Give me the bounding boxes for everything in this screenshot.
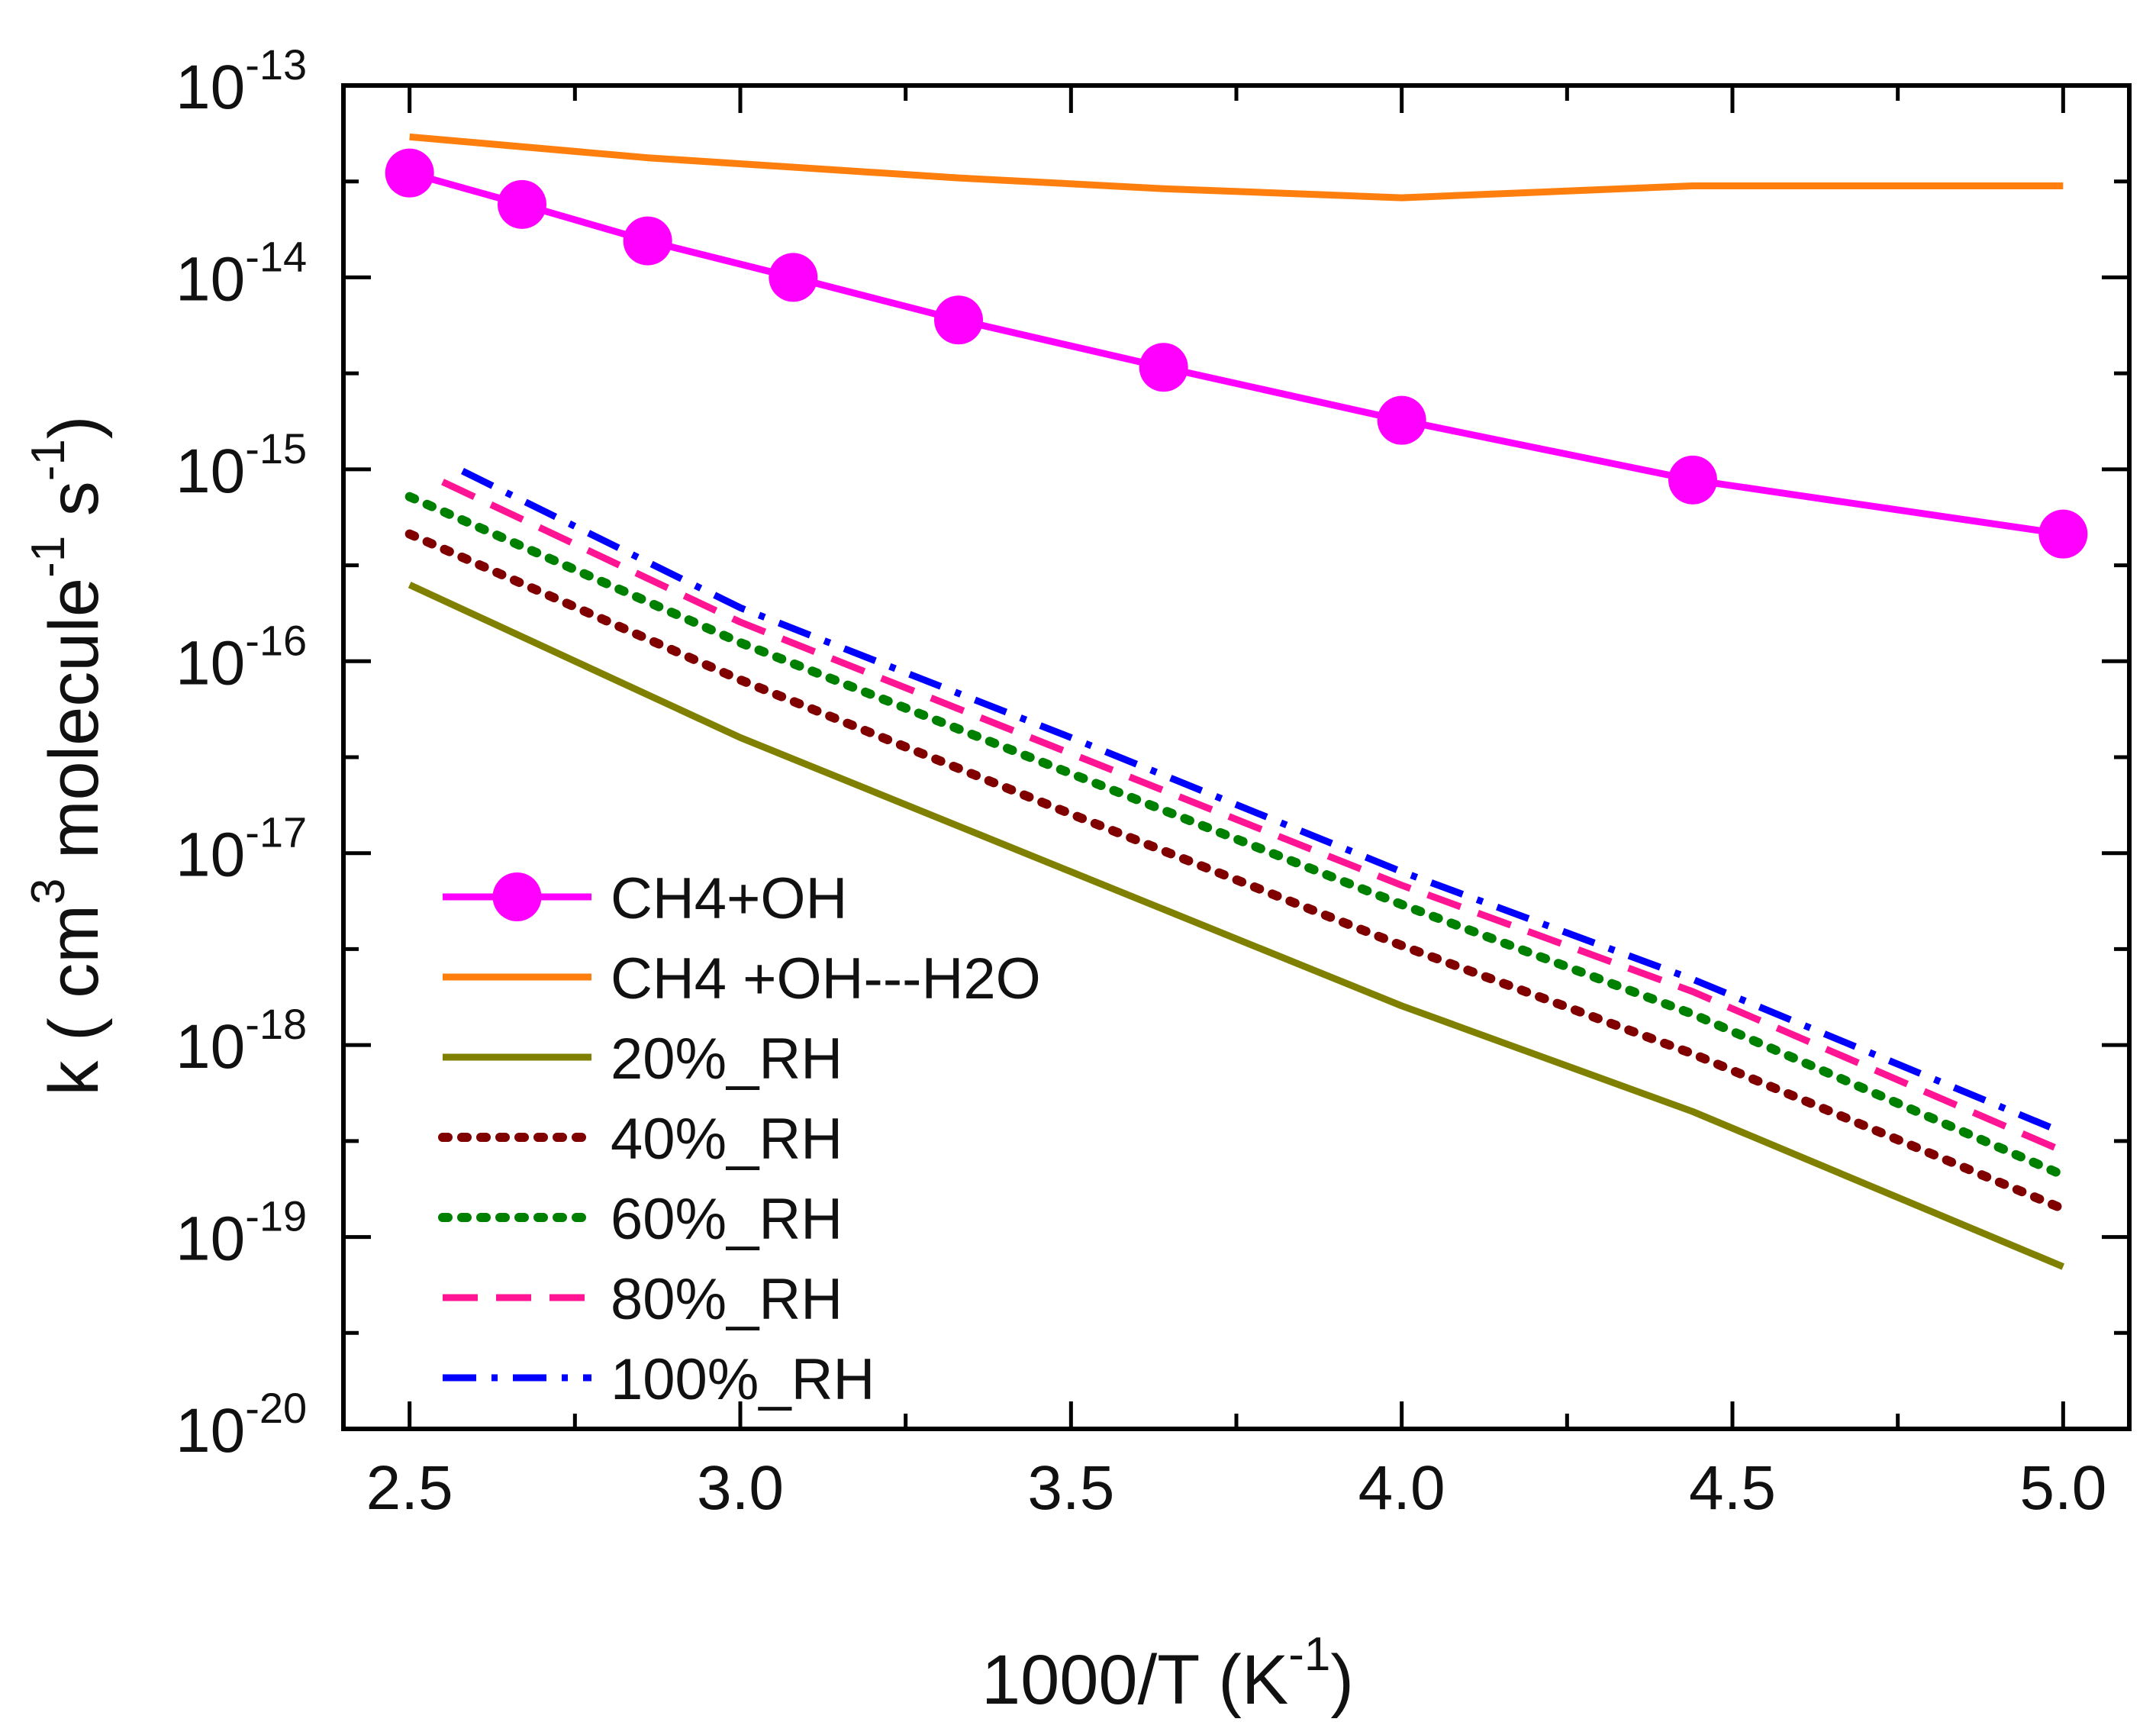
y-tick-base: 10 — [176, 1204, 245, 1274]
y-tick-base: 10 — [176, 53, 245, 122]
y-tick-label: 10-13 — [176, 40, 307, 122]
y-tick-exponent: -18 — [245, 1000, 307, 1048]
data-point — [498, 179, 546, 229]
series-3 — [408, 582, 2065, 1270]
x-tick-label: 5.0 — [2019, 1453, 2106, 1523]
y-tick-base: 10 — [176, 628, 245, 698]
y-axis-label-sup2: -1 — [22, 536, 75, 578]
legend-item: 100%_RH — [443, 1347, 875, 1412]
y-tick-exponent: -17 — [245, 808, 307, 856]
tick-marks — [343, 83, 2129, 1431]
y-tick-base: 10 — [176, 437, 245, 506]
x-tick-label: 4.5 — [1689, 1453, 1776, 1523]
series-2 — [409, 133, 2064, 202]
y-tick-label: 10-16 — [176, 616, 307, 698]
legend: CH4+OH CH4 +OH---H2O 20%_RH 40%_RH 60%_RH 80%… — [438, 866, 1041, 1412]
series-7 — [461, 468, 2065, 1136]
data-point — [769, 253, 818, 302]
legend-label: 40%_RH — [611, 1107, 843, 1172]
y-tick-exponent: -13 — [245, 40, 307, 89]
data-point — [385, 148, 434, 198]
series-line — [409, 133, 2064, 202]
x-axis-label-end: ) — [1330, 1641, 1354, 1719]
x-tick-label: 3.0 — [697, 1453, 784, 1523]
data-point — [2038, 509, 2088, 559]
legend-item: CH4 +OH---H2O — [443, 946, 1041, 1011]
y-tick-base: 10 — [176, 1396, 245, 1466]
series-5 — [404, 492, 2068, 1180]
legend-label: CH4+OH — [611, 866, 847, 931]
legend-item: 60%_RH — [438, 1187, 843, 1252]
y-tick-exponent: -15 — [245, 424, 307, 472]
legend-item: 40%_RH — [438, 1107, 843, 1172]
series-layer — [385, 133, 2088, 1270]
legend-label: CH4 +OH---H2O — [611, 946, 1041, 1011]
series-line — [404, 492, 2068, 1180]
tick-labels: 2.5 3.0 3.5 4.0 4.5 5.010-1310-1410-1510-1610… — [176, 40, 2106, 1523]
data-point — [934, 295, 983, 345]
legend-label: 60%_RH — [611, 1187, 843, 1252]
x-tick-label: 3.5 — [1027, 1453, 1114, 1523]
series-line — [404, 529, 2068, 1214]
series-line — [441, 479, 2065, 1155]
series-line — [408, 582, 2065, 1270]
data-point — [1668, 455, 1717, 505]
series-line — [461, 468, 2065, 1136]
y-tick-label: 10-17 — [176, 808, 307, 890]
y-tick-exponent: -14 — [245, 232, 307, 280]
y-axis-label: k ( cm3 molecule-1 s-1) — [22, 415, 113, 1095]
y-axis-label-part1: k ( cm — [35, 905, 113, 1095]
y-tick-base: 10 — [176, 821, 245, 890]
y-tick-base: 10 — [176, 244, 245, 314]
legend-label: 20%_RH — [611, 1027, 843, 1092]
y-tick-exponent: -20 — [245, 1384, 307, 1432]
series-1 — [385, 148, 2088, 559]
legend-label: 80%_RH — [611, 1267, 843, 1332]
x-tick-label: 2.5 — [366, 1453, 453, 1523]
y-tick-label: 10-18 — [176, 1000, 307, 1082]
y-tick-label: 10-19 — [176, 1192, 307, 1274]
legend-item: 80%_RH — [443, 1267, 843, 1332]
legend-item: 20%_RH — [443, 1027, 843, 1092]
y-axis-label-sup1: 3 — [22, 879, 75, 905]
plot-area — [341, 83, 2132, 1431]
data-point — [623, 216, 672, 266]
x-axis-label: 1000/T (K-1) — [981, 1628, 1354, 1719]
y-tick-label: 10-14 — [176, 232, 307, 314]
x-axis-label-main: 1000/T (K — [981, 1641, 1288, 1719]
legend-item: CH4+OH — [443, 866, 847, 931]
x-axis-label-sup: -1 — [1288, 1628, 1330, 1681]
y-axis-label-part2: molecule — [35, 578, 113, 879]
series-4 — [404, 529, 2068, 1214]
y-tick-base: 10 — [176, 1012, 245, 1082]
y-tick-exponent: -16 — [245, 616, 307, 664]
y-axis-label-sup3: -1 — [22, 439, 75, 481]
data-point — [1139, 343, 1188, 392]
y-axis-label-part3: s — [35, 481, 113, 536]
y-tick-label: 10-20 — [176, 1384, 307, 1466]
data-point — [1377, 395, 1426, 445]
y-tick-label: 10-15 — [176, 424, 307, 506]
y-tick-exponent: -19 — [245, 1192, 307, 1240]
x-tick-label: 4.0 — [1358, 1453, 1445, 1523]
legend-marker — [492, 872, 542, 921]
y-axis-label-end: ) — [35, 415, 113, 439]
series-6 — [441, 479, 2065, 1155]
legend-label: 100%_RH — [611, 1347, 875, 1412]
